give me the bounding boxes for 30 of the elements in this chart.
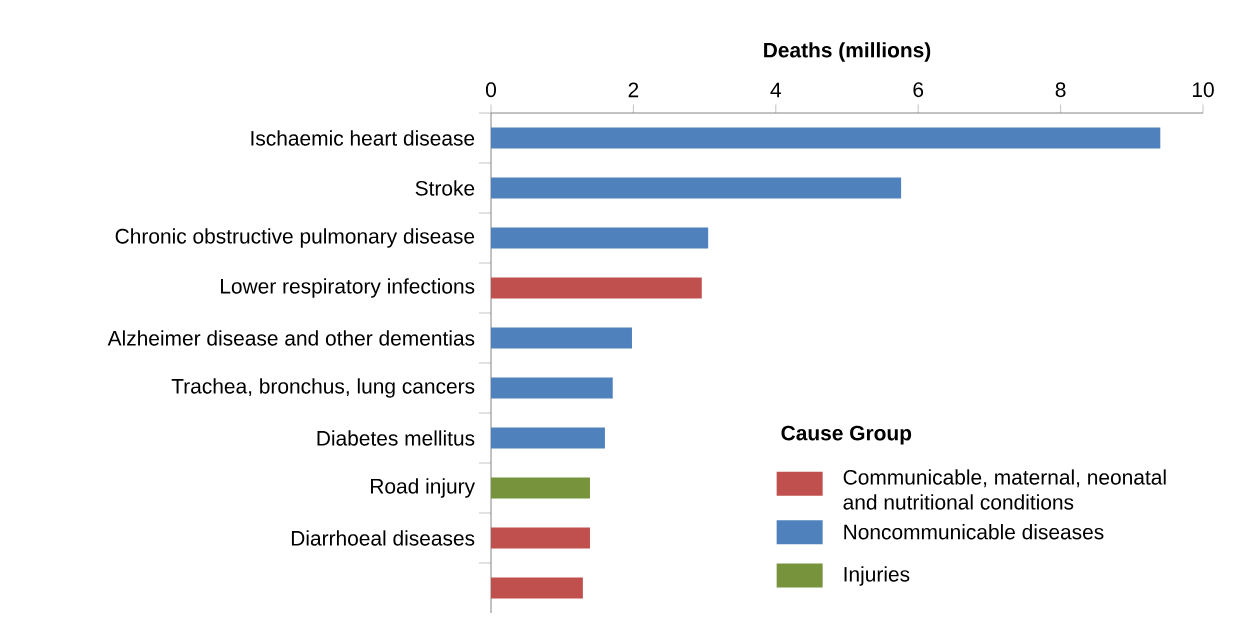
bar	[491, 527, 590, 549]
bar	[491, 127, 1161, 149]
legend-label: Injuries	[844, 566, 910, 586]
y-tick-label: Chronic obstructive pulmonary disease	[115, 228, 475, 248]
y-tick-label: Stroke	[415, 180, 475, 196]
bar	[491, 227, 709, 249]
y-tick-label: Diabetes mellitus	[317, 430, 475, 446]
x-tick-label: 8	[1055, 82, 1066, 98]
bar	[491, 427, 605, 449]
x-tick-label: 6	[913, 82, 924, 98]
y-tick-label: Lower respiratory infections	[221, 278, 475, 298]
legend-label: Noncommunicable diseases	[844, 524, 1104, 540]
bar	[491, 277, 702, 299]
x-tick-label: 4	[770, 82, 781, 98]
bar	[491, 177, 902, 199]
x-tick-label: 10	[1192, 82, 1214, 98]
x-tick-label: 0	[485, 82, 496, 98]
x-tick-label: 2	[628, 82, 639, 98]
y-tick-label: Diarrhoeal diseases	[291, 530, 475, 546]
y-tick-label: Alzheimer disease and other dementias	[107, 330, 475, 346]
bar	[491, 477, 590, 499]
y-tick-label: Trachea, bronchus, lung cancers	[171, 378, 475, 398]
y-tick-label: Road injury	[371, 478, 476, 498]
x-axis-title: Deaths (millions)	[764, 42, 931, 62]
bar	[491, 577, 583, 599]
legend-label: Communicable, maternal, neonatal and nutritional conditions	[843, 469, 1166, 510]
y-tick-label: Ischaemic heart disease	[251, 130, 475, 146]
bar	[491, 327, 632, 349]
bar	[491, 377, 613, 399]
legend-title: Cause Group	[781, 425, 912, 445]
